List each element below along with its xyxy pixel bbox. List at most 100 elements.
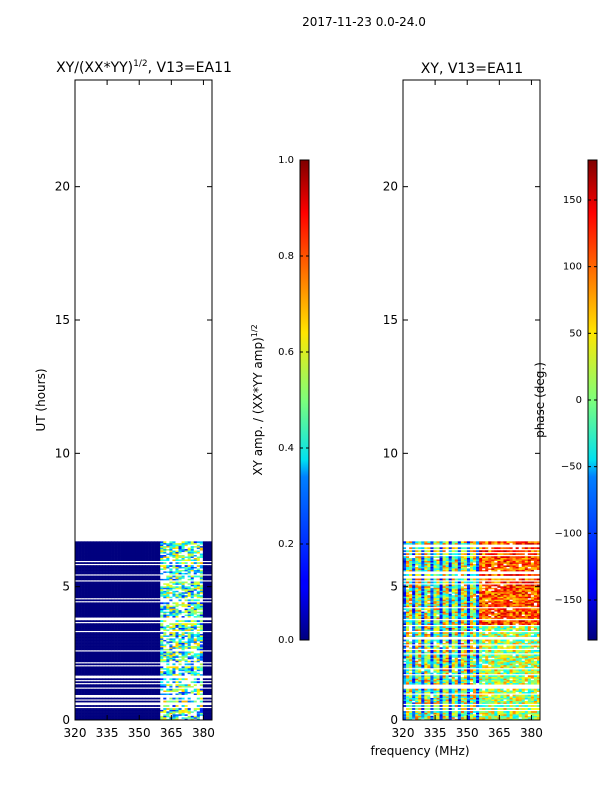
heatmap-cell [138,670,143,673]
heatmap-cell [120,709,125,712]
heatmap-cell [117,568,121,570]
heatmap-cell [506,697,510,700]
heatmap-cell [132,578,137,581]
heatmap-cell [108,636,112,639]
heatmap-cell [485,702,489,704]
heatmap-cell [157,553,161,556]
heatmap-cell [132,636,137,639]
heatmap-cell [479,699,483,701]
heatmap-cell [78,550,82,553]
heatmap-cell [114,578,118,581]
heatmap-cell [163,551,167,554]
heatmap-cell [409,702,413,704]
heatmap-cell [78,603,82,606]
heatmap-cell [172,547,176,550]
heatmap-cell [75,568,79,570]
heatmap-cell [145,641,149,643]
heatmap-cell [141,599,146,602]
heatmap-cell [175,542,179,545]
heatmap-cell [442,708,446,710]
heatmap-cell [160,633,164,636]
heatmap-cell [175,688,179,691]
heatmap-cell [430,705,434,707]
heatmap-cell [427,718,431,720]
heatmap-cell [99,583,103,585]
heatmap-cell [78,542,82,545]
heatmap-cell [482,705,486,707]
heatmap-cell [479,715,483,718]
heatmap-cell [172,717,176,719]
heatmap-cell [96,548,100,551]
heatmap-cell [148,712,152,715]
heatmap-cell [181,581,185,584]
heatmap-cell [96,641,100,643]
heatmap-cell [515,717,519,719]
heatmap-cell [132,673,137,676]
heatmap-cell [536,708,540,710]
heatmap-cell [84,614,88,617]
heatmap-cell [99,638,103,640]
heatmap-cell [187,670,191,673]
heatmap-cell [190,648,195,651]
heatmap-cell [160,635,164,637]
heatmap-cell [148,550,152,553]
heatmap-cell [114,641,118,643]
heatmap-cell [87,599,91,602]
heatmap-cell [157,647,161,649]
heatmap-cell [75,596,79,599]
heatmap-cell [208,654,212,657]
heatmap-cell [208,714,212,716]
heatmap-cell [108,691,112,694]
heatmap-cell [205,591,210,594]
heatmap-cell [436,708,440,710]
heatmap-cell [530,700,535,703]
heatmap-cell [81,548,85,551]
heatmap-cell [482,717,486,719]
heatmap-cell [111,559,115,561]
heatmap-cell [126,554,131,557]
heatmap-cell [169,658,173,661]
heatmap-cell [117,615,121,618]
heatmap-cell [509,699,513,701]
heatmap-cell [202,605,207,608]
heatmap-cell [96,688,100,691]
heatmap-cell [157,693,161,695]
heatmap-cell [530,697,535,700]
heatmap-cell [184,553,188,556]
heatmap-cell [406,697,410,700]
heatmap-cell [129,593,134,596]
heatmap-cell [196,565,201,567]
heatmap-cell [433,702,437,704]
heatmap-cell [193,614,198,617]
heatmap-cell [163,620,167,623]
heatmap-cell [129,584,134,587]
heatmap-cell [175,697,179,700]
heatmap-cell [202,602,207,605]
heatmap-cell [114,708,118,710]
heatmap-cell [196,557,201,560]
heatmap-cell [111,651,115,654]
heatmap-cell [175,544,179,547]
heatmap-cell [454,697,459,700]
heatmap-cell [90,651,94,654]
heatmap-cell [187,548,191,551]
heatmap-cell [163,644,167,646]
heatmap-cell [482,708,486,710]
heatmap-cell [436,712,440,715]
heatmap-cell [184,697,188,700]
heatmap-cell [175,629,179,631]
heatmap-cell [454,705,459,707]
heatmap-cell [193,651,198,654]
heatmap-cell [199,678,204,681]
heatmap-cell [126,653,131,655]
heatmap-cell [193,608,198,611]
heatmap-cell [105,648,109,651]
heatmap-cell [169,614,173,617]
heatmap-cell [84,615,88,618]
heatmap-cell [108,633,112,636]
heatmap-cell [145,655,149,658]
heatmap-cell [163,554,167,557]
heatmap-cell [196,708,201,710]
heatmap-cell [90,663,94,666]
heatmap-cell [148,569,152,572]
